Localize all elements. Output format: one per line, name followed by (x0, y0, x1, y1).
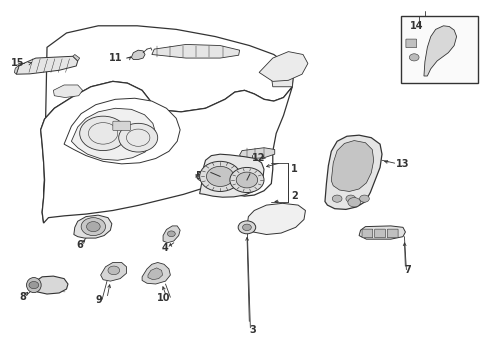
Polygon shape (131, 50, 145, 59)
Circle shape (167, 231, 175, 237)
Bar (400, 16, 477, 83)
Polygon shape (163, 226, 180, 243)
Circle shape (347, 198, 360, 207)
Circle shape (119, 123, 158, 152)
Polygon shape (246, 203, 305, 234)
FancyBboxPatch shape (113, 121, 130, 131)
Polygon shape (330, 140, 373, 192)
FancyBboxPatch shape (361, 229, 372, 238)
Polygon shape (34, 276, 68, 294)
Polygon shape (71, 108, 156, 160)
Text: 8: 8 (19, 292, 26, 302)
Text: 3: 3 (249, 325, 256, 335)
Polygon shape (152, 44, 239, 58)
Polygon shape (14, 65, 19, 74)
Text: 9: 9 (96, 295, 102, 305)
Ellipse shape (26, 278, 41, 293)
Text: 6: 6 (76, 239, 83, 249)
Polygon shape (423, 26, 456, 76)
Text: 1: 1 (290, 164, 297, 174)
Polygon shape (239, 148, 274, 159)
Text: 11: 11 (109, 53, 122, 63)
Polygon shape (358, 226, 405, 239)
Text: 7: 7 (404, 265, 410, 275)
Polygon shape (74, 215, 112, 238)
Polygon shape (142, 262, 170, 284)
Circle shape (331, 195, 341, 202)
Polygon shape (16, 56, 78, 74)
Circle shape (238, 221, 255, 234)
Circle shape (29, 282, 39, 289)
Polygon shape (73, 54, 80, 61)
Text: 12: 12 (251, 153, 265, 163)
Text: 2: 2 (290, 191, 297, 201)
Circle shape (81, 218, 105, 235)
Circle shape (108, 266, 120, 275)
Polygon shape (271, 58, 293, 87)
Polygon shape (325, 135, 381, 210)
Circle shape (236, 172, 257, 188)
Polygon shape (148, 268, 162, 280)
Circle shape (206, 166, 233, 186)
Polygon shape (41, 81, 292, 223)
Polygon shape (64, 98, 180, 164)
Circle shape (359, 195, 368, 202)
Polygon shape (259, 51, 307, 81)
Circle shape (199, 161, 240, 192)
Circle shape (229, 167, 264, 193)
Text: 5: 5 (194, 171, 201, 181)
Circle shape (242, 224, 251, 230)
Text: 14: 14 (409, 21, 423, 31)
Text: 10: 10 (157, 293, 170, 303)
Circle shape (200, 174, 205, 179)
Polygon shape (101, 262, 126, 281)
Circle shape (196, 172, 209, 181)
Circle shape (86, 222, 100, 231)
FancyBboxPatch shape (405, 39, 416, 48)
Polygon shape (199, 154, 264, 197)
Circle shape (80, 116, 126, 150)
Circle shape (408, 54, 418, 61)
Text: 13: 13 (395, 159, 408, 169)
Circle shape (345, 195, 355, 202)
Text: 15: 15 (11, 58, 25, 68)
Polygon shape (41, 26, 293, 223)
FancyBboxPatch shape (374, 229, 385, 238)
Text: 4: 4 (161, 243, 168, 253)
Polygon shape (53, 85, 82, 98)
FancyBboxPatch shape (386, 229, 397, 238)
